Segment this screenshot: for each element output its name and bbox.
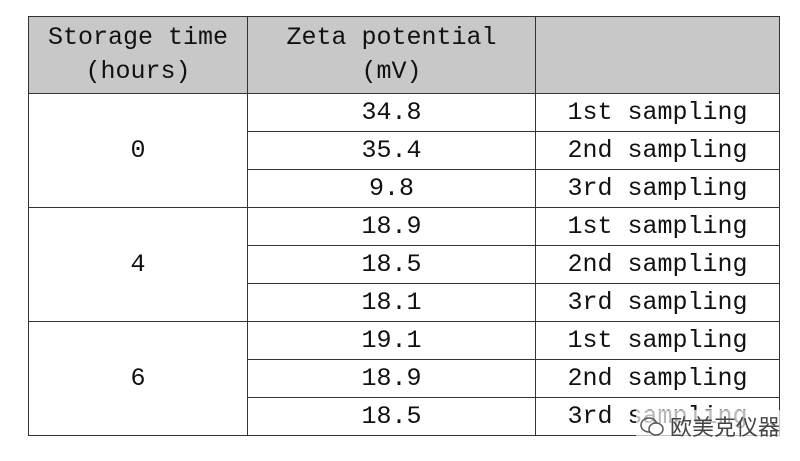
zeta-cell: 35.4 [247, 131, 536, 170]
table-row: 35.4 2nd sampling [29, 131, 780, 170]
header-line: Storage time [47, 23, 229, 52]
table-row: 4 18.9 1st sampling [28, 207, 780, 322]
sampling-cell: 3rd sampling [535, 283, 780, 322]
sampling-cell: 3rd sampling [535, 169, 780, 208]
header-cell [535, 16, 780, 94]
sampling-cell: 1st sampling [535, 207, 780, 246]
header-line: (hours) [85, 57, 191, 86]
table-row: 6 19.1 1st sampling [28, 321, 780, 436]
wechat-icon [640, 417, 664, 436]
sampling-cell: 1st sampling [535, 93, 780, 132]
header-row: Storage time (hours) Zeta potential (mV) [28, 16, 780, 94]
header-cell: Zeta potential (mV) [247, 16, 536, 94]
zeta-cell: 18.5 [247, 245, 536, 284]
zeta-cell: 9.8 [247, 169, 536, 208]
zeta-cell: 19.1 [247, 321, 536, 360]
sampling-cell: 2nd sampling [535, 131, 780, 170]
watermark: 欧美克仪器 [636, 410, 785, 442]
time-cell: 0 [28, 93, 248, 208]
sampling-cell: 2nd sampling [535, 245, 780, 284]
header-line: Zeta potential [286, 23, 497, 52]
header-line: (mV) [361, 57, 422, 86]
sampling-cell: 1st sampling [535, 321, 780, 360]
zeta-cell: 18.5 [247, 397, 536, 436]
sampling-cell: 2nd sampling [535, 359, 780, 398]
zeta-cell: 18.1 [247, 283, 536, 322]
time-cell: 4 [28, 207, 248, 322]
table-body: Storage time (hours) Zeta potential (mV) 0… [28, 16, 780, 436]
data-table: Storage time (hours) Zeta potential (mV) 0… [28, 16, 780, 436]
header-cell: Storage time (hours) [28, 16, 248, 94]
zeta-cell: 18.9 [247, 207, 536, 246]
zeta-cell: 18.9 [247, 359, 536, 398]
time-cell: 6 [28, 321, 248, 436]
zeta-cell: 34.8 [247, 93, 536, 132]
table-row: 18.9 2nd sampling [29, 359, 780, 398]
table-row: 0 34.8 1st sampling [28, 93, 780, 208]
watermark-text: 欧美克仪器 [670, 416, 781, 441]
